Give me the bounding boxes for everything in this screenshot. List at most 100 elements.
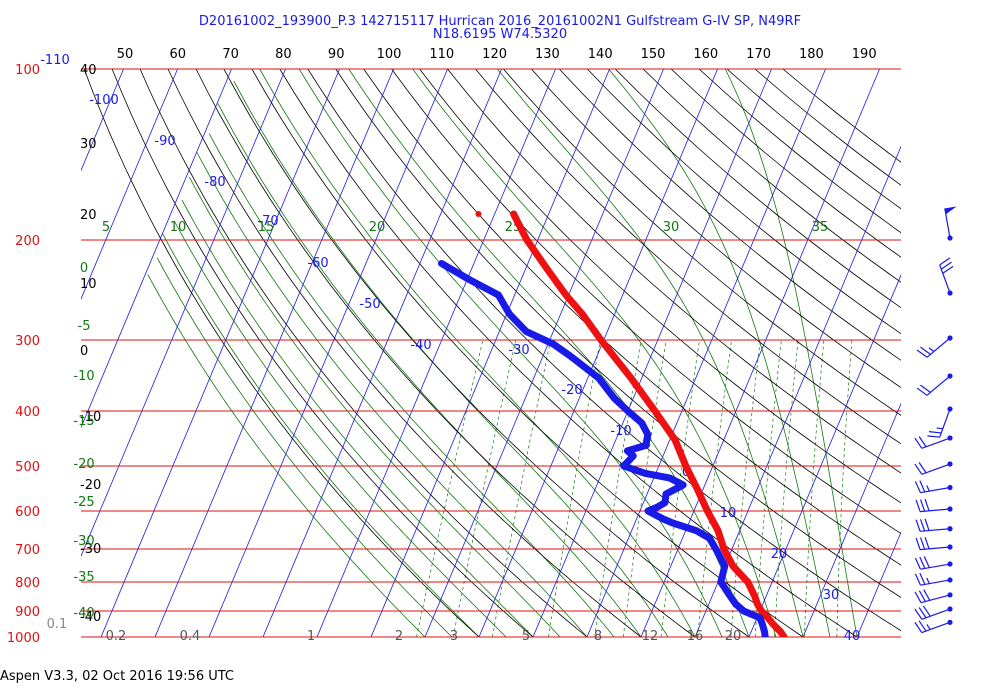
isotherm-label: 20	[771, 547, 788, 562]
mixing-ratio-label: 2	[395, 629, 403, 644]
wind-barb-flag	[922, 605, 931, 617]
left-scale-label: -20	[80, 478, 101, 493]
pressure-label: 600	[15, 505, 40, 520]
top-scale-label: 110	[429, 47, 454, 62]
mixing-ratio-line	[774, 339, 799, 637]
moist-adiabat-left-label: -5	[78, 319, 91, 334]
wind-barb-flag	[919, 556, 926, 569]
wind-barb-flag	[914, 608, 923, 620]
wind-barb	[927, 406, 953, 438]
isotherm-line	[0, 69, 16, 637]
top-scale-label: 60	[170, 47, 187, 62]
isotherm-label: -40	[410, 338, 431, 353]
wind-barb-flag	[919, 480, 926, 493]
footer-text: Aspen V3.3, 02 Oct 2016 19:56 UTC	[0, 669, 234, 684]
left-scale-label: -40	[80, 610, 101, 625]
dry-adiabat-line	[83, 69, 480, 637]
top-scale-label: 90	[328, 47, 345, 62]
wind-barb-staff	[921, 608, 951, 620]
wind-barb-flag	[923, 589, 931, 601]
wind-barb-flag	[914, 463, 923, 475]
top-scale-label: 160	[693, 47, 718, 62]
isotherm-line	[262, 69, 502, 637]
isotherm-label: -90	[154, 134, 175, 149]
dry-adiabat-line	[167, 69, 642, 637]
wind-barb-flag	[939, 257, 951, 266]
left-scale-label: 30	[80, 137, 97, 152]
wind-barb	[914, 619, 953, 634]
wind-barb-half-flag	[936, 427, 943, 430]
mixing-ratio-label: 5	[522, 629, 530, 644]
moist-adiabat-label: 20	[369, 220, 386, 235]
moist-adiabat-line	[724, 69, 858, 637]
dry-adiabat-line	[363, 69, 901, 566]
mixing-ratio-label: 0.1	[47, 617, 68, 632]
wind-barb	[915, 498, 953, 513]
wind-barb-flag	[919, 537, 926, 550]
dry-adiabat-line	[335, 69, 901, 598]
mixing-ratio-line	[836, 339, 853, 637]
isotherm-line	[694, 145, 901, 637]
pressure-label: 400	[15, 405, 40, 420]
dry-adiabat-line	[139, 69, 588, 637]
isotherm-line	[911, 69, 1000, 637]
isotherm-line	[640, 69, 880, 637]
moist-adiabat-line	[496, 69, 804, 637]
isotherm-label: -80	[204, 175, 225, 190]
mixing-ratio-label: 16	[687, 629, 704, 644]
dry-adiabat-line	[754, 69, 901, 186]
mixing-ratio-line	[804, 339, 825, 637]
isotherm-label: 30	[823, 588, 840, 603]
moist-adiabat-line	[196, 151, 588, 637]
dry-adiabat-line	[251, 69, 804, 637]
wind-barb	[915, 518, 953, 532]
isotherm-label: 40	[844, 629, 861, 644]
top-scale-label: 180	[799, 47, 824, 62]
isotherm-label: 10	[720, 506, 737, 521]
dry-adiabat-line	[447, 69, 901, 474]
wind-barb-flag	[914, 437, 923, 449]
wind-barb	[944, 206, 957, 241]
wind-barb-flag	[918, 436, 927, 448]
wind-barb-staff	[939, 264, 951, 294]
wind-barb-staff	[920, 528, 951, 532]
dry-adiabat-line	[111, 69, 534, 637]
dry-adiabat-line	[587, 69, 901, 335]
pressure-label: 800	[15, 576, 40, 591]
wind-barb	[915, 536, 953, 551]
isotherm-line	[154, 69, 394, 637]
top-scale-label: 80	[275, 47, 292, 62]
wind-barb-flag	[918, 590, 926, 602]
moist-adiabat-line	[412, 69, 777, 637]
top-scale-label: 150	[641, 47, 666, 62]
wind-barb-flag	[918, 462, 927, 474]
pressure-label: 700	[15, 543, 40, 558]
wind-barb	[914, 605, 953, 620]
wind-barb-flag	[918, 620, 927, 632]
dry-adiabat-line	[419, 69, 901, 504]
pressure-label: 900	[15, 605, 40, 620]
wind-barb-staff	[926, 375, 951, 396]
wind-barb-half-flag	[926, 624, 931, 630]
moist-adiabat-left-label: -10	[73, 369, 94, 384]
moist-adiabat-line	[298, 69, 723, 637]
mixing-ratio-label: 20	[725, 629, 742, 644]
wind-barb-flag	[914, 557, 922, 570]
mixing-ratio-line	[452, 339, 517, 637]
wind-barb	[916, 335, 953, 358]
wind-barb	[914, 572, 953, 586]
wind-barb-staff	[920, 579, 951, 586]
chart-subtitle: N18.6195 W74.5320	[432, 27, 568, 42]
isotherm-line	[81, 69, 124, 172]
wind-barb-flag	[940, 261, 952, 270]
pressure-label: 300	[15, 334, 40, 349]
wind-barb-flag	[920, 384, 931, 393]
isotherm-line	[478, 69, 718, 637]
wind-barb-staff	[920, 508, 951, 513]
wind-barb-flag	[914, 481, 922, 493]
sounding-traces	[438, 210, 788, 637]
dewpoint-trace	[438, 260, 769, 637]
left-scale-label: 40	[80, 63, 97, 78]
wind-barb-staff	[921, 437, 951, 449]
isotherm-line	[81, 69, 286, 558]
